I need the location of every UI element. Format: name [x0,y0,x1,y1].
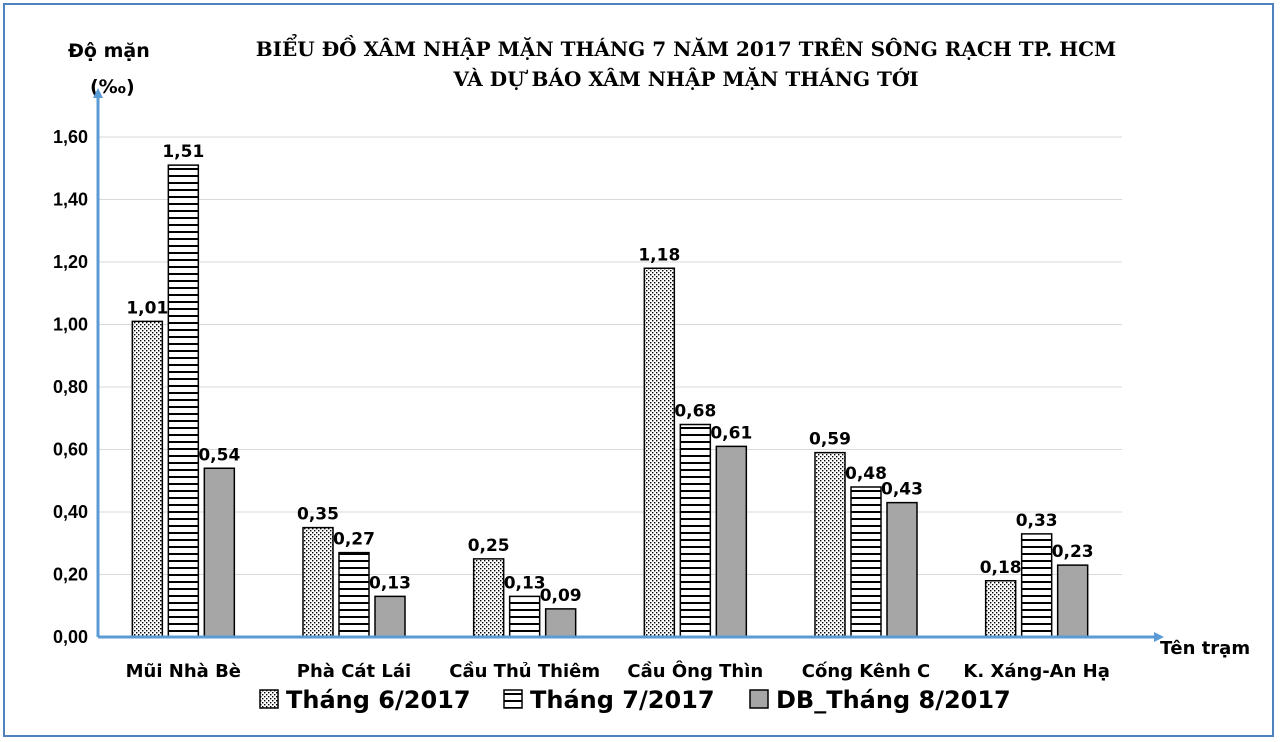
bar [984,580,1017,638]
category-label: Cầu Ông Thìn [627,660,763,682]
bar [472,558,505,638]
legend-label-thang-6: Tháng 6/2017 [286,686,471,714]
bar [338,551,370,638]
bars [131,164,1089,638]
y-tick-label: 1,00 [53,315,88,335]
bar [302,526,334,638]
bar [544,608,577,638]
data-label: 0,43 [881,480,923,500]
y-tick-label: 0,20 [53,565,88,585]
legend-label-thang-7: Tháng 7/2017 [530,686,715,714]
y-tick-label: 0,40 [53,502,88,522]
data-label: 0,27 [333,530,375,550]
y-tick-label: 0,60 [53,440,88,460]
category-label: Mũi Nhà Bè [126,661,241,682]
category-label: Cống Kênh C [802,661,931,682]
data-label: 0,18 [980,558,1022,578]
data-label: 0,09 [540,586,582,606]
legend: Tháng 6/2017 Tháng 7/2017 DB_Tháng 8/201… [259,686,1011,714]
bar [643,267,676,638]
bar [203,467,236,638]
data-label: 0,33 [1016,511,1058,531]
data-label: 1,51 [162,142,204,162]
chart-title-line-1: BIỂU ĐỒ XÂM NHẬP MẶN THÁNG 7 NĂM 2017 TR… [256,32,1116,61]
bar [850,486,882,638]
y-tick-label: 0,00 [53,627,88,647]
data-label: 0,25 [468,536,510,556]
data-label: 0,48 [845,464,887,484]
bar [374,595,406,638]
category-labels: Mũi Nhà Bè Phà Cát Lái Cầu Thủ Thiêm Cầu Ôn… [126,660,1110,682]
y-tick-label: 1,60 [53,127,88,147]
y-tick-label: 1,40 [53,190,88,210]
data-label: 0,35 [297,505,339,525]
bar [814,451,846,638]
category-label: K. Xáng-An Hạ [963,661,1109,682]
data-label: 0,68 [674,402,716,422]
legend-swatch-thang-7 [503,689,523,709]
data-label: 1,18 [638,245,680,265]
bar [508,595,541,638]
y-axis-label-line-1: Độ mặn [68,40,150,62]
data-label: 1,01 [126,298,168,318]
category-label: Cầu Thủ Thiêm [449,661,600,682]
bar [886,501,918,638]
gridlines [98,136,1122,575]
bar [167,164,200,638]
legend-swatch-db-thang-8 [749,689,769,709]
legend-label-db-thang-8: DB_Tháng 8/2017 [776,686,1011,714]
data-label: 0,13 [504,573,546,593]
data-labels: 1,011,510,540,350,270,130,250,130,091,18… [126,142,1093,606]
bar [679,423,712,638]
chart-title-line-2: VÀ DỰ BÁO XÂM NHẬP MẶN THÁNG TỚI [452,66,918,91]
y-tick-label: 0,80 [53,377,88,397]
bar [715,445,748,638]
x-axis-label: Tên trạm [1160,638,1250,659]
data-label: 0,59 [809,430,851,450]
bar [1020,533,1053,638]
data-label: 0,13 [369,573,411,593]
y-tick-labels: 0,00 0,20 0,40 0,60 0,80 1,00 1,20 1,40 1,60 [53,127,88,647]
bar [131,320,164,638]
data-label: 0,23 [1052,542,1094,562]
chart-title: BIỂU ĐỒ XÂM NHẬP MẶN THÁNG 7 NĂM 2017 TR… [256,32,1116,91]
category-label: Phà Cát Lái [297,661,411,682]
data-label: 0,54 [198,445,240,465]
y-tick-label: 1,20 [53,252,88,272]
legend-swatch-thang-6 [259,689,279,709]
data-label: 0,61 [710,423,752,443]
bar [1056,564,1089,638]
